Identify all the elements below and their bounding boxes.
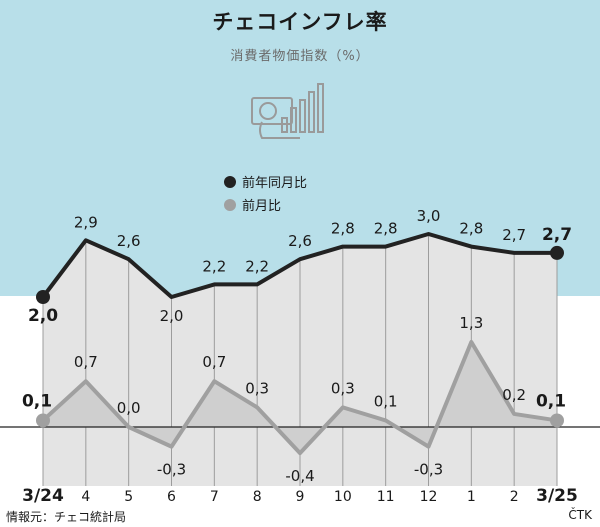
legend-item-mom: 前月比: [224, 195, 281, 214]
mom-data-label: -0,3: [414, 461, 443, 479]
x-tick-label: 9: [296, 489, 305, 505]
mom-data-label: 0,1: [374, 392, 398, 410]
mom-area: [43, 341, 557, 454]
x-tick-label: 3/24: [22, 486, 64, 506]
yoy-point-end: [550, 245, 564, 260]
yoy-data-label: 3,0: [417, 207, 441, 225]
yoy-data-label: 2,8: [331, 220, 355, 238]
yoy-data-label: 2,6: [288, 232, 312, 250]
yoy-data-label: 2,8: [374, 220, 398, 238]
source-note: 情報元：チェコ統計局: [6, 510, 127, 524]
chart-subtitle: 消費者物価指数（%）: [230, 49, 370, 64]
legend-item-yoy: 前年同月比: [224, 172, 307, 191]
yoy-data-label: 2,0: [28, 306, 58, 326]
x-tick-label: 5: [124, 489, 133, 505]
mom-data-label: 0,1: [22, 391, 52, 411]
mom-data-label: 0,2: [502, 386, 526, 404]
mom-data-label: 0,7: [74, 353, 98, 371]
x-tick-label: 8: [253, 489, 262, 505]
mom-data-label: 0,3: [331, 379, 355, 397]
yoy-point-start: [36, 290, 50, 304]
yoy-data-label: 2,0: [160, 307, 184, 325]
chart-title: チェコインフレ率: [212, 10, 388, 34]
mom-point-start: [36, 413, 50, 428]
mom-data-label: 1,3: [459, 314, 483, 332]
mom-series-line: [41, 339, 558, 456]
credit-note: ČTK: [568, 508, 592, 522]
mom-point-end: [550, 413, 564, 428]
x-tick-label: 12: [420, 489, 438, 505]
yoy-data-label: 2,9: [74, 213, 98, 231]
yoy-series-line: [41, 232, 557, 299]
x-tick-label: 3/25: [536, 486, 578, 506]
x-tick-label: 2: [510, 489, 519, 505]
x-tick-label: 11: [377, 489, 395, 505]
mom-data-label: -0,4: [285, 467, 314, 485]
legend-swatch-mom: [224, 199, 236, 211]
mom-data-label: -0,3: [157, 461, 186, 479]
yoy-data-label: 2,2: [245, 257, 269, 275]
x-tick-label: 10: [334, 489, 352, 505]
cpi-chart-icon: [251, 83, 324, 139]
legend-label-yoy: 前年同月比: [242, 176, 308, 191]
yoy-data-label: 2,6: [117, 232, 141, 250]
legend-swatch-yoy: [224, 176, 236, 188]
yoy-data-label: 2,8: [459, 220, 483, 238]
x-tick-label: 7: [210, 489, 219, 505]
legend-label-mom: 前月比: [242, 199, 282, 214]
mom-data-label: 0,0: [117, 399, 141, 417]
yoy-data-label: 2,7: [502, 226, 526, 244]
x-tick-label: 1: [467, 489, 476, 505]
yoy-data-label: 2,2: [202, 257, 226, 275]
yoy-data-label: 2,7: [542, 225, 572, 245]
x-tick-label: 6: [167, 489, 176, 505]
x-tick-label: 4: [81, 489, 90, 505]
mom-data-label: 0,3: [245, 379, 269, 397]
mom-data-label: 0,1: [536, 391, 566, 411]
mom-data-label: 0,7: [202, 353, 226, 371]
